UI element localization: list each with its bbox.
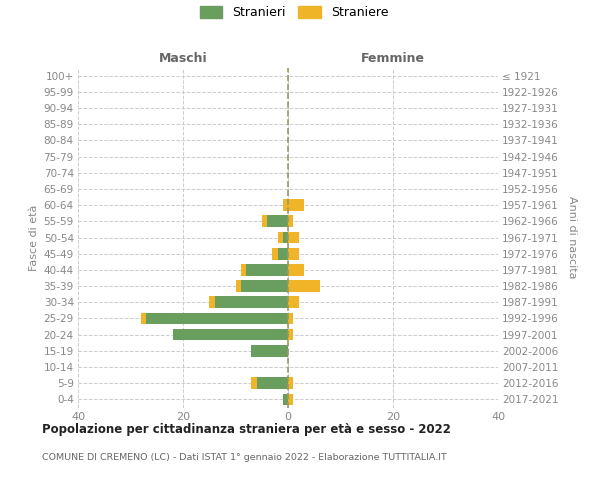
Bar	[251, 378, 257, 389]
Bar	[278, 248, 288, 260]
Bar	[241, 280, 288, 292]
Bar	[141, 312, 146, 324]
Bar	[146, 312, 288, 324]
Bar	[288, 296, 299, 308]
Bar	[209, 296, 215, 308]
Bar	[288, 264, 304, 276]
Y-axis label: Anni di nascita: Anni di nascita	[567, 196, 577, 279]
Bar	[288, 232, 299, 243]
Bar	[288, 280, 320, 292]
Bar	[267, 216, 288, 227]
Bar	[241, 264, 246, 276]
Bar	[283, 394, 288, 405]
Bar	[257, 378, 288, 389]
Bar	[283, 200, 288, 211]
Y-axis label: Fasce di età: Fasce di età	[29, 204, 40, 270]
Bar	[215, 296, 288, 308]
Bar	[288, 200, 304, 211]
Bar	[288, 248, 299, 260]
Bar	[288, 312, 293, 324]
Bar	[272, 248, 278, 260]
Bar	[251, 345, 288, 356]
Bar	[288, 394, 293, 405]
Bar	[288, 216, 293, 227]
Bar	[173, 329, 288, 340]
Bar	[262, 216, 267, 227]
Bar	[246, 264, 288, 276]
Bar	[288, 329, 293, 340]
Legend: Stranieri, Straniere: Stranieri, Straniere	[200, 6, 388, 20]
Bar	[288, 378, 293, 389]
Text: Popolazione per cittadinanza straniera per età e sesso - 2022: Popolazione per cittadinanza straniera p…	[42, 422, 451, 436]
Bar	[236, 280, 241, 292]
Bar	[283, 232, 288, 243]
Text: COMUNE DI CREMENO (LC) - Dati ISTAT 1° gennaio 2022 - Elaborazione TUTTITALIA.IT: COMUNE DI CREMENO (LC) - Dati ISTAT 1° g…	[42, 452, 447, 462]
Bar	[278, 232, 283, 243]
